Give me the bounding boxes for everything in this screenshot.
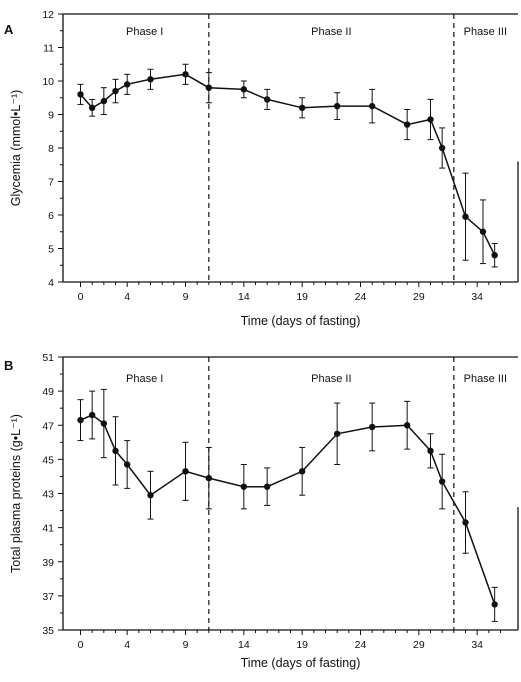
data-point (263, 483, 271, 490)
data-point (100, 97, 108, 105)
data-point (462, 213, 469, 220)
data-point (100, 420, 108, 427)
data-point (88, 411, 96, 419)
y-tick-label: 4 (48, 277, 54, 289)
phase-label: Phase III (464, 26, 507, 38)
y-tick-label: 51 (42, 352, 54, 364)
x-axis-title: Time (days of fasting) (241, 656, 361, 670)
data-point (182, 71, 189, 78)
data-point (403, 121, 411, 128)
series-line (80, 414, 496, 605)
phase-label: Phase II (311, 373, 351, 385)
data-point (462, 519, 469, 526)
y-tick-label: 8 (48, 143, 54, 155)
x-tick-label: 9 (183, 639, 189, 651)
x-tick-label: 19 (296, 291, 308, 303)
data-point (123, 461, 131, 468)
data-point (438, 478, 446, 485)
phase-label: Phase III (464, 373, 507, 385)
y-tick-label: 37 (42, 591, 54, 603)
data-point (88, 104, 96, 112)
data-point (368, 423, 376, 431)
y-tick-label: 12 (42, 9, 54, 21)
data-point (491, 252, 498, 259)
panel-label: B (4, 358, 13, 373)
data-point (333, 102, 341, 110)
y-tick-label: 47 (42, 420, 54, 432)
x-axis-title: Time (days of fasting) (241, 314, 361, 328)
data-point (263, 96, 271, 103)
data-point (298, 104, 306, 112)
y-tick-label: 5 (48, 244, 54, 256)
data-point (403, 422, 411, 429)
y-axis-title: Total plasma proteins (g•L⁻¹) (9, 414, 23, 573)
data-point (333, 430, 341, 437)
data-point (147, 492, 154, 499)
x-tick-label: 14 (238, 291, 250, 303)
y-tick-label: 41 (42, 523, 54, 535)
data-point (182, 468, 189, 475)
data-point (77, 416, 84, 424)
y-tick-label: 39 (42, 557, 54, 569)
y-tick-label: 6 (48, 210, 54, 222)
data-point (298, 468, 306, 475)
y-tick-label: 9 (48, 110, 54, 122)
data-point (147, 76, 154, 83)
x-tick-label: 4 (124, 639, 130, 651)
panel-label: A (4, 22, 14, 37)
chart-panel-a: 4 5 6 7 8 9 10 11 12 0 4 9 14 19 24 29 34 Time (days of f… (4, 9, 519, 328)
phase-label: Phase I (126, 26, 163, 38)
data-point (240, 483, 248, 490)
x-tick-label: 24 (355, 291, 367, 303)
data-point (479, 228, 487, 235)
x-tick-label: 19 (296, 639, 308, 651)
x-tick-label: 0 (78, 639, 84, 651)
data-point (491, 601, 498, 608)
data-point (427, 447, 434, 455)
y-tick-label: 10 (42, 76, 54, 88)
x-tick-label: 34 (471, 639, 483, 651)
data-point (112, 87, 119, 95)
x-tick-label: 0 (78, 291, 84, 303)
series-line (79, 73, 496, 256)
data-point (205, 84, 213, 91)
x-tick-label: 29 (413, 639, 425, 651)
data-point (77, 91, 84, 98)
y-tick-label: 35 (42, 625, 54, 637)
phase-label: Phase I (126, 373, 163, 385)
data-point (205, 474, 213, 482)
x-tick-label: 9 (183, 291, 189, 303)
data-point (438, 144, 446, 152)
phase-label: Phase II (311, 26, 351, 38)
y-tick-label: 45 (42, 454, 54, 466)
y-tick-label: 11 (43, 43, 54, 55)
data-point (240, 86, 248, 93)
x-tick-label: 34 (471, 291, 483, 303)
y-tick-label: 7 (48, 177, 54, 189)
x-tick-label: 29 (413, 291, 425, 303)
y-tick-label: 43 (42, 489, 54, 501)
data-point (368, 102, 376, 110)
x-tick-label: 4 (124, 291, 130, 303)
x-tick-label: 14 (238, 639, 250, 651)
x-tick-label: 24 (355, 639, 367, 651)
data-point (427, 116, 434, 123)
data-point (112, 447, 119, 455)
data-point (123, 81, 131, 88)
y-axis-title: Glycemia (mmol•L⁻¹) (9, 90, 23, 207)
y-tick-label: 49 (42, 386, 54, 398)
